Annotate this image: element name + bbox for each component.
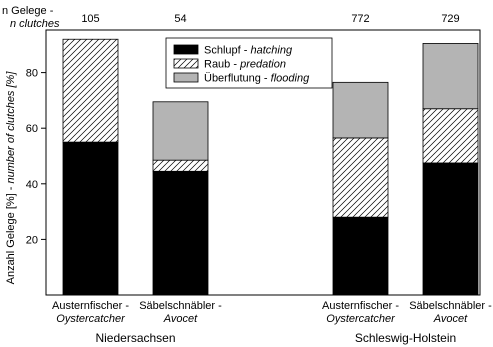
- n-values-group: 105 54 772 729: [81, 13, 459, 25]
- bar-3-hatching-segment: [332, 216, 389, 296]
- bar-2-hatching-segment: [152, 170, 209, 296]
- legend-label-hatching: Schlupf - hatching: [204, 45, 293, 57]
- bar-4-predation-segment: [422, 108, 479, 164]
- n-value-4: 729: [441, 13, 459, 25]
- x-label-de-4: Säbelschnäbler -: [409, 300, 492, 312]
- legend-label-predation: Raub - predation: [204, 59, 286, 71]
- y-axis-ticks: 20 40 60 80: [26, 68, 46, 246]
- legend-swatch-predation: [173, 58, 199, 69]
- y-tick-label-60: 60: [26, 123, 38, 135]
- region-label-2: Schleswig-Holstein: [355, 331, 456, 345]
- y-axis-title-en: number of clutches [%]: [5, 71, 17, 184]
- bar-3-flooding-segment: [332, 81, 389, 139]
- legend-swatch-flooding: [173, 72, 199, 83]
- legend-label-de-predation: Raub -: [204, 59, 240, 71]
- bar-2-predation-segment: [152, 159, 209, 172]
- n-value-3: 772: [351, 13, 369, 25]
- y-tick-label-20: 20: [26, 234, 38, 246]
- x-labels-group: Austernfischer - Oystercatcher Säbelschnä…: [52, 300, 492, 325]
- bar-1-hatching-segment: [62, 141, 119, 296]
- legend-label-de-hatching: Schlupf -: [204, 45, 250, 57]
- legend-label-en-flooding: flooding: [271, 73, 310, 85]
- legend-label-en-predation: predation: [239, 59, 286, 71]
- n-label-line2: n clutches: [10, 18, 60, 30]
- y-tick-label-80: 80: [26, 68, 38, 80]
- x-label-en-2: Avocet: [163, 313, 198, 325]
- legend-label-flooding: Überflutung - flooding: [204, 73, 310, 85]
- x-label-en-1: Oystercatcher: [56, 313, 126, 325]
- n-label-line1: n Gelege -: [2, 5, 54, 17]
- x-label-de-3: Austernfischer -: [322, 300, 399, 312]
- bar-3-predation-segment: [332, 137, 389, 218]
- x-label-de-2: Säbelschnäbler -: [139, 300, 222, 312]
- legend-swatch-hatching: [173, 44, 199, 55]
- y-tick-label-40: 40: [26, 179, 38, 191]
- y-axis-title-de: Anzahl Gelege [%] -: [5, 184, 17, 285]
- region-labels-group: Niedersachsen Schleswig-Holstein: [95, 331, 456, 345]
- x-label-de-1: Austernfischer -: [52, 300, 129, 312]
- bar-2-flooding-segment: [152, 101, 209, 161]
- legend-label-de-flooding: Überflutung -: [204, 73, 271, 85]
- y-axis-title: Anzahl Gelege [%] - number of clutches […: [5, 71, 17, 285]
- plot-area: [45, 29, 481, 296]
- region-label-1: Niedersachsen: [95, 331, 175, 345]
- legend: Schlupf - hatching Raub - predation Überfl…: [165, 37, 333, 89]
- n-value-1: 105: [81, 13, 99, 25]
- legend-items: Schlupf - hatching Raub - predation Überfl…: [173, 44, 310, 85]
- bar-1-predation-segment: [62, 38, 119, 143]
- bar-4-flooding-segment: [422, 43, 479, 110]
- x-label-en-4: Avocet: [433, 313, 468, 325]
- bar-4-hatching-segment: [422, 162, 479, 296]
- legend-label-en-hatching: hatching: [250, 45, 292, 57]
- bars-group: [62, 38, 479, 296]
- x-label-en-3: Oystercatcher: [326, 313, 396, 325]
- n-value-2: 54: [174, 13, 186, 25]
